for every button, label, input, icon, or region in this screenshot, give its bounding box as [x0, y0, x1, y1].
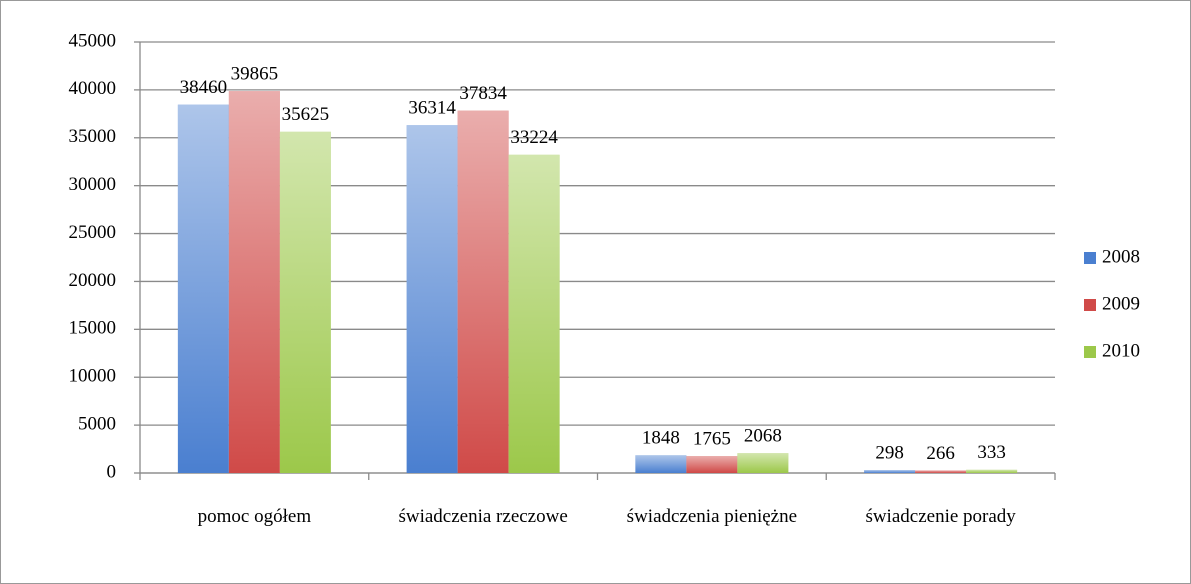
data-label: 298	[875, 443, 904, 464]
legend-swatch	[1084, 299, 1096, 311]
bar-shine	[915, 470, 967, 473]
legend-label: 2009	[1102, 293, 1140, 314]
y-tick-label: 30000	[69, 174, 117, 195]
data-label: 1765	[693, 428, 731, 449]
bar-shine	[406, 125, 458, 474]
data-label: 35625	[282, 104, 330, 125]
y-tick-label: 20000	[69, 270, 117, 291]
data-label: 39865	[231, 64, 279, 85]
x-tick-label: świadczenia rzeczowe	[398, 506, 568, 527]
y-tick-label: 15000	[69, 318, 117, 339]
bar-shine	[737, 453, 789, 473]
bar-shine	[966, 469, 1018, 473]
bar-shine	[177, 104, 229, 473]
data-label: 1848	[642, 428, 680, 449]
legend-label: 2008	[1102, 246, 1140, 267]
legend-swatch	[1084, 252, 1096, 264]
bar-shine	[279, 131, 331, 473]
y-tick-label: 45000	[69, 30, 117, 51]
y-tick-label: 25000	[69, 222, 117, 243]
x-tick-label: pomoc ogółem	[197, 506, 312, 527]
x-tick-label: świadczenia pieniężne	[626, 506, 798, 527]
bar-shine	[508, 154, 560, 474]
data-label: 33224	[510, 127, 558, 148]
data-label: 36314	[408, 98, 456, 119]
data-label: 37834	[459, 83, 507, 104]
bar-shine	[635, 455, 687, 473]
y-tick-label: 35000	[69, 126, 117, 147]
bar-shine	[686, 456, 738, 473]
y-tick-label: 0	[107, 461, 117, 482]
x-tick-label: świadczenie porady	[865, 506, 1016, 527]
bar-shine	[864, 470, 916, 473]
data-label: 333	[977, 442, 1006, 463]
y-tick-label: 40000	[69, 78, 117, 99]
data-label: 38460	[180, 77, 228, 98]
data-label: 266	[926, 443, 955, 464]
y-tick-label: 5000	[78, 413, 116, 434]
legend-swatch	[1084, 346, 1096, 358]
bar-shine	[228, 91, 280, 474]
data-label: 2068	[744, 426, 782, 447]
bar-shine	[457, 110, 509, 474]
legend-label: 2010	[1102, 340, 1140, 361]
y-tick-label: 10000	[69, 366, 117, 387]
